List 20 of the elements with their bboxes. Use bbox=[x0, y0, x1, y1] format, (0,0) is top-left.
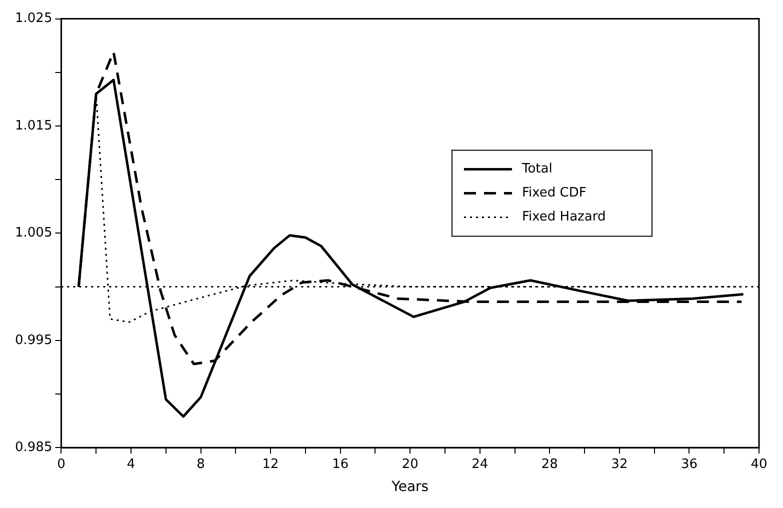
x-tick-label: 24 bbox=[472, 456, 488, 472]
legend-label: Fixed CDF bbox=[522, 186, 586, 201]
x-tick-label: 28 bbox=[541, 456, 558, 472]
x-tick-label: 4 bbox=[126, 456, 136, 472]
x-axis-title: Years bbox=[390, 479, 429, 496]
legend-label: Total bbox=[520, 162, 552, 177]
y-tick-label: 1.025 bbox=[15, 11, 52, 26]
x-tick-label: 32 bbox=[611, 456, 628, 472]
x-tick-label: 16 bbox=[332, 456, 349, 472]
x-tick-label: 20 bbox=[402, 456, 418, 472]
x-tick-label: 8 bbox=[196, 456, 205, 472]
x-tick-label: 40 bbox=[750, 456, 768, 472]
y-tick-label: 0.995 bbox=[15, 332, 52, 348]
y-tick-label: 1.005 bbox=[15, 226, 52, 241]
y-tick-label: 0.985 bbox=[15, 440, 52, 455]
x-tick-label: 12 bbox=[262, 456, 279, 472]
legend-label: Fixed Hazard bbox=[522, 210, 606, 225]
y-tick-label: 1.015 bbox=[15, 118, 52, 134]
x-tick-label: 36 bbox=[680, 456, 698, 472]
x-tick-label: 0 bbox=[57, 456, 66, 472]
